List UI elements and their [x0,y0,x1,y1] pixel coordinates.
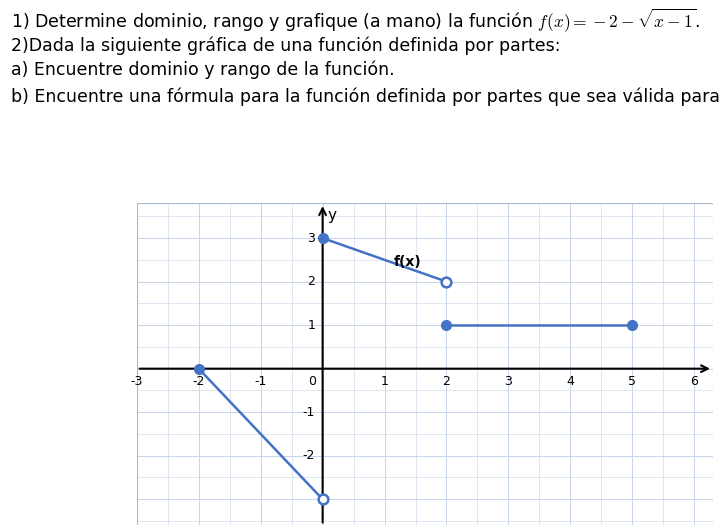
Text: y: y [328,208,336,223]
Text: 1: 1 [307,319,315,332]
Text: f(x): f(x) [394,255,422,269]
Text: 0: 0 [308,375,316,388]
Text: 4: 4 [567,375,575,388]
Text: 3: 3 [505,375,513,388]
Text: 2: 2 [443,375,451,388]
Text: 2: 2 [307,275,315,288]
Text: b) Encuentre una fórmula para la función definida por partes que sea válida para: b) Encuentre una fórmula para la función… [11,88,720,106]
Text: -1: -1 [254,375,267,388]
Text: 5: 5 [629,375,636,388]
Text: 2)Dada la siguiente gráfica de una función definida por partes:: 2)Dada la siguiente gráfica de una funci… [11,36,560,55]
Text: a) Encuentre dominio y rango de la función.: a) Encuentre dominio y rango de la funci… [11,61,395,80]
Text: -2: -2 [303,449,315,462]
Text: -1: -1 [303,406,315,419]
Text: -2: -2 [192,375,205,388]
Text: 3: 3 [307,232,315,244]
Text: 6: 6 [690,375,698,388]
Text: 1: 1 [381,375,389,388]
Text: -3: -3 [130,375,143,388]
Text: 1) Determine dominio, rango y grafique (a mano) la función $f(x) = -2 - \sqrt{x-: 1) Determine dominio, rango y grafique (… [11,6,700,34]
